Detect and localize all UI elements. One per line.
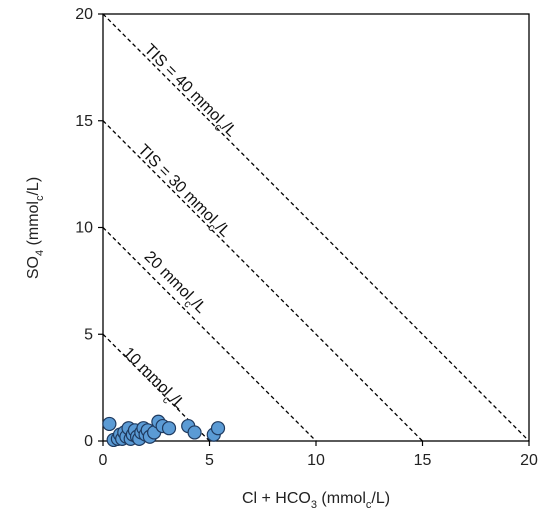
tis-label-40: TIS = 40 mmolc/L <box>138 41 240 143</box>
x-axis-label: Cl + HCO3 (mmolc/L) <box>242 490 390 511</box>
data-point <box>187 425 202 440</box>
tis-line-30 <box>102 120 423 442</box>
tis-line-20 <box>102 227 317 442</box>
x-tick-label: 15 <box>414 452 432 469</box>
data-point <box>102 416 117 432</box>
y-tick-label: 20 <box>75 6 93 23</box>
tis-label-30: TIS = 30 mmolc/L <box>131 141 233 243</box>
tis-line-40 <box>102 13 530 442</box>
data-point <box>210 421 226 436</box>
y-tick-label: 5 <box>84 326 93 343</box>
x-tick-label: 10 <box>307 452 325 469</box>
data-points <box>102 414 226 448</box>
y-axis-label: SO4 (mmolc/L) <box>25 177 46 279</box>
data-point <box>161 421 177 436</box>
y-tick-label: 10 <box>75 220 93 237</box>
tis-label-20: 20 mmolc/L <box>138 248 210 320</box>
x-tick-label: 20 <box>520 452 538 469</box>
tis-lines <box>102 13 530 442</box>
x-tick-label: 5 <box>205 452 214 469</box>
tis-label-10: 10 mmolc/L <box>117 344 189 416</box>
y-tick-label: 15 <box>75 113 93 130</box>
x-tick-label: 0 <box>99 452 108 469</box>
axis-ticks: 0 5 10 15 20 0 5 10 15 20 <box>75 6 538 469</box>
y-tick-label: 0 <box>84 433 93 450</box>
